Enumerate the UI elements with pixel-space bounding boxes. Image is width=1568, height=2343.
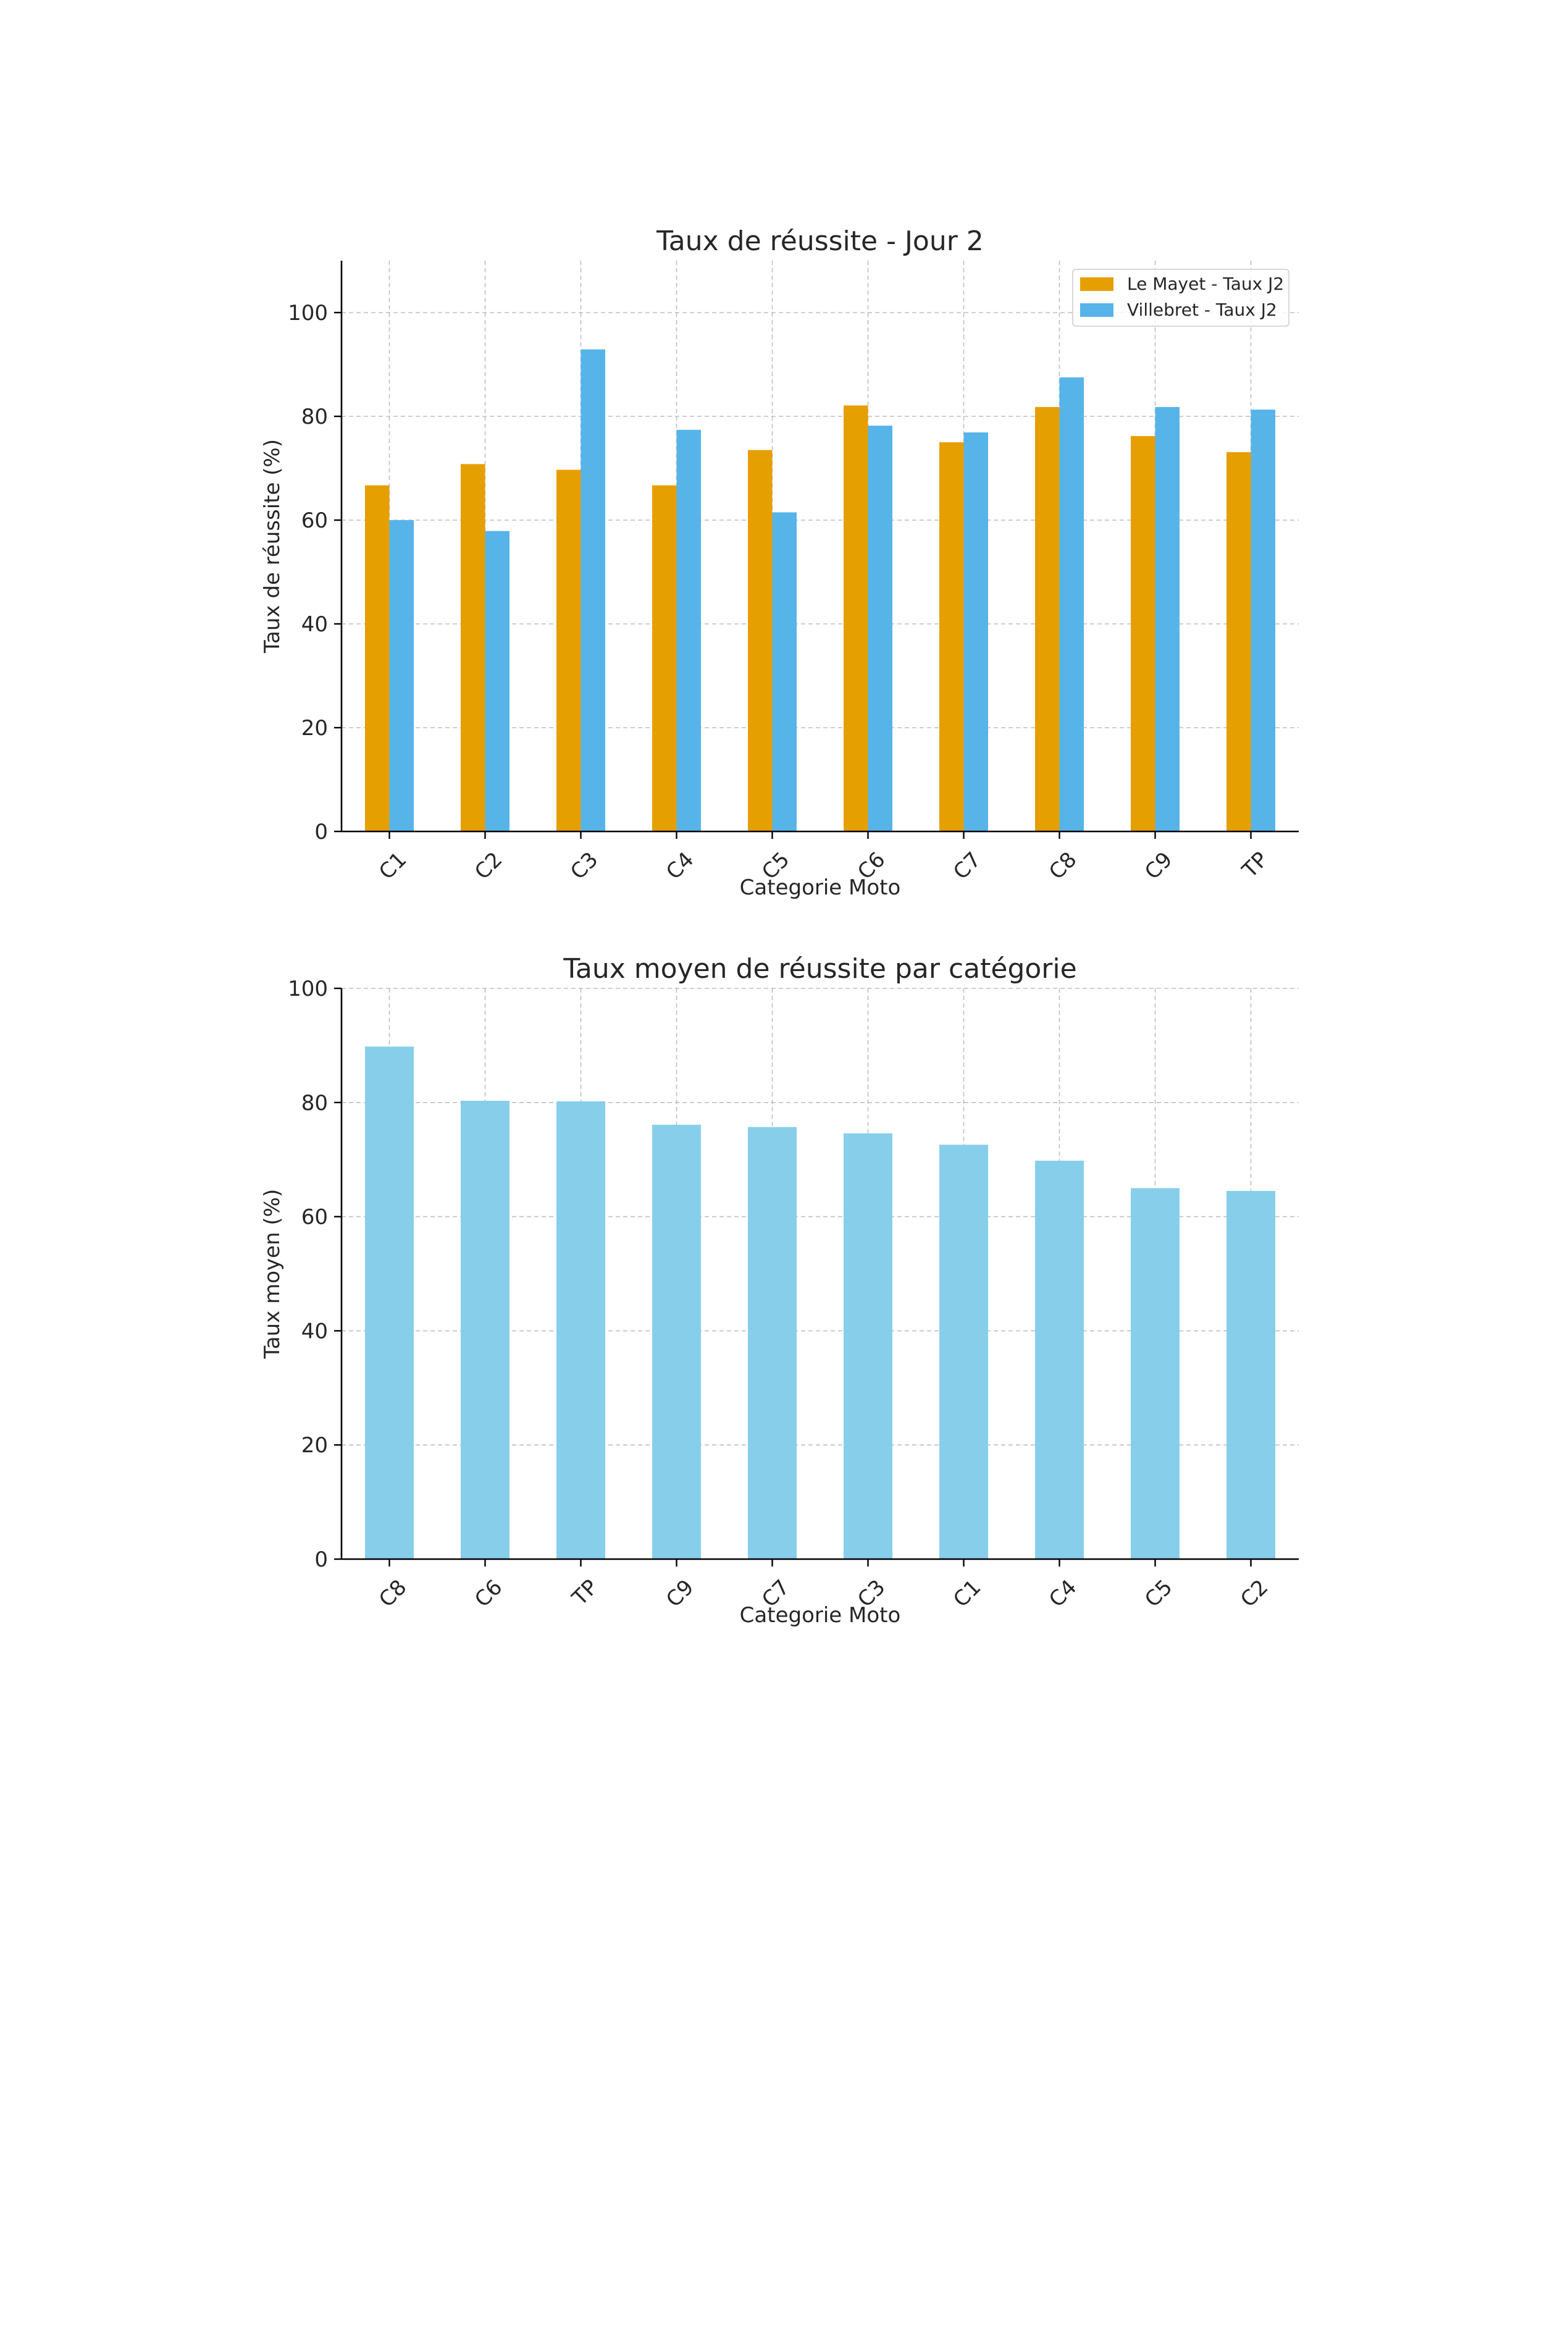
y-tick-label: 80 — [301, 1091, 328, 1116]
y-tick-label: 40 — [301, 1319, 328, 1344]
chart2-x-axis-label: Categorie Moto — [740, 1603, 901, 1628]
bar-c9-series-1 — [1155, 406, 1180, 831]
bar-c1-series-1 — [389, 520, 414, 831]
x-tick-label-c8: C8 — [1044, 848, 1081, 885]
chart2-y-ticks: 0 20 40 60 80 100 — [288, 977, 342, 1572]
bar-c5 — [1131, 1188, 1180, 1559]
legend-swatch-villebret — [1080, 303, 1113, 317]
chart1-y-ticks: 0 20 40 60 80 100 — [288, 301, 342, 844]
bar-c3-series-1 — [581, 349, 605, 831]
legend-label-le-mayet: Le Mayet - Taux J2 — [1127, 274, 1284, 294]
bar-c4-series-1 — [676, 429, 701, 831]
x-tick-label-c4: C4 — [1044, 1575, 1081, 1612]
bar-c8-series-1 — [1059, 377, 1084, 831]
x-tick-label-c9: C9 — [1140, 848, 1177, 885]
chart1-title: Taux de réussite - Jour 2 — [656, 225, 984, 257]
x-tick-label-c2: C2 — [470, 848, 507, 885]
x-tick-label-c3: C3 — [566, 848, 603, 885]
bar-c5-series-0 — [748, 450, 773, 831]
y-tick-label: 60 — [301, 508, 328, 533]
bar-c8 — [365, 1046, 414, 1559]
y-tick-label: 60 — [301, 1205, 328, 1230]
bar-c2 — [1226, 1191, 1275, 1559]
bar-c3-series-0 — [556, 469, 581, 831]
legend-swatch-le-mayet — [1080, 277, 1113, 291]
chart2-y-axis-label: Taux moyen (%) — [260, 1189, 285, 1360]
bar-c4-series-0 — [652, 485, 677, 831]
bar-c7 — [748, 1127, 797, 1559]
x-tick-label-tp: TP — [1237, 848, 1273, 883]
y-tick-label: 80 — [301, 405, 328, 429]
y-tick-label: 20 — [301, 716, 328, 741]
bar-c7-series-1 — [963, 432, 988, 831]
bar-c2-series-1 — [485, 531, 509, 831]
x-tick-label-c8: C8 — [374, 1575, 411, 1612]
bar-tp-series-0 — [1226, 452, 1251, 831]
bar-c1-series-0 — [365, 485, 390, 831]
x-tick-label-c5: C5 — [1140, 1575, 1177, 1612]
chart1-bars — [365, 349, 1275, 831]
chart2-title: Taux moyen de réussite par catégorie — [563, 953, 1076, 985]
bar-c2-series-0 — [461, 464, 485, 831]
x-tick-label-tp: TP — [567, 1575, 603, 1611]
chart1-legend-frame — [1072, 269, 1289, 327]
x-tick-label-c7: C7 — [949, 848, 986, 885]
bar-c8-series-0 — [1035, 406, 1060, 831]
bar-c6 — [461, 1101, 509, 1559]
bar-c6-series-1 — [868, 426, 892, 831]
legend-label-villebret: Villebret - Taux J2 — [1127, 300, 1277, 320]
y-tick-label: 20 — [301, 1433, 328, 1458]
bar-c1 — [939, 1145, 988, 1559]
x-tick-label-c4: C4 — [661, 848, 698, 885]
x-tick-label-c6: C6 — [470, 1575, 507, 1612]
bar-c6-series-0 — [844, 405, 868, 831]
bar-c7-series-0 — [939, 442, 964, 831]
bar-c4 — [1035, 1161, 1084, 1559]
chart1-legend: Le Mayet - Taux J2 Villebret - Taux J2 — [1072, 269, 1289, 327]
bar-c5-series-1 — [772, 512, 797, 831]
chart2-bars — [365, 1046, 1275, 1559]
y-tick-label: 100 — [288, 977, 328, 1001]
y-tick-label: 0 — [314, 820, 328, 844]
chart1-y-axis-label: Taux de réussite (%) — [260, 439, 285, 654]
x-tick-label-c1: C1 — [949, 1575, 986, 1612]
y-tick-label: 100 — [288, 301, 328, 326]
x-tick-label-c9: C9 — [661, 1575, 698, 1612]
chart1-x-axis-label: Categorie Moto — [740, 875, 901, 900]
x-tick-label-c2: C2 — [1236, 1575, 1273, 1612]
bar-c3 — [844, 1133, 892, 1559]
bar-c9-series-0 — [1131, 435, 1155, 831]
bar-c9 — [652, 1124, 701, 1559]
y-tick-label: 0 — [314, 1547, 328, 1572]
bar-tp — [556, 1101, 605, 1559]
y-tick-label: 40 — [301, 612, 328, 637]
bar-tp-series-1 — [1251, 410, 1275, 831]
x-tick-label-c1: C1 — [374, 848, 411, 885]
